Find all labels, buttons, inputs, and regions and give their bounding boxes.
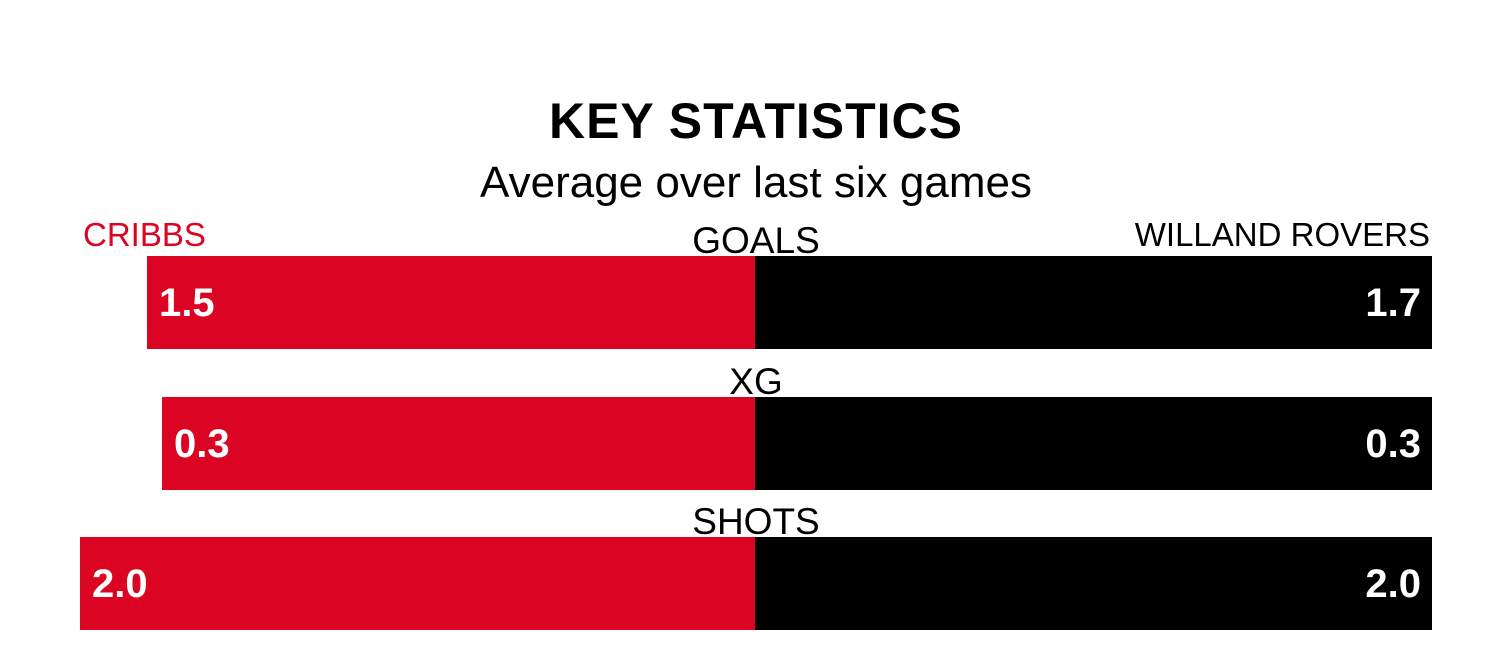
bar-row-xg: 0.3 0.3 bbox=[162, 397, 1432, 490]
away-team-label: WILLAND ROVERS bbox=[1134, 216, 1430, 253]
home-bar-goals: 1.5 bbox=[147, 256, 755, 349]
stat-label-shots: SHOTS bbox=[692, 501, 820, 542]
away-bar-shots: 2.0 bbox=[755, 537, 1432, 630]
home-bar-xg: 0.3 bbox=[162, 397, 755, 490]
home-value-goals: 1.5 bbox=[159, 280, 215, 325]
away-bar-goals: 1.7 bbox=[755, 256, 1432, 349]
home-value-shots: 2.0 bbox=[92, 561, 148, 606]
bar-row-goals: 1.5 1.7 bbox=[147, 256, 1432, 349]
home-bar-shots: 2.0 bbox=[80, 537, 755, 630]
chart-subtitle: Average over last six games bbox=[480, 158, 1032, 207]
bar-row-shots: 2.0 2.0 bbox=[80, 537, 1432, 630]
chart-title: KEY STATISTICS bbox=[548, 93, 964, 149]
away-bar-xg: 0.3 bbox=[755, 397, 1432, 490]
away-value-goals: 1.7 bbox=[1365, 280, 1421, 325]
away-value-xg: 0.3 bbox=[1365, 421, 1421, 466]
stat-label-goals: GOALS bbox=[692, 220, 820, 261]
stat-label-xg: XG bbox=[729, 361, 783, 402]
home-value-xg: 0.3 bbox=[174, 421, 230, 466]
away-value-shots: 2.0 bbox=[1365, 561, 1421, 606]
home-team-label: CRIBBS bbox=[83, 216, 206, 253]
